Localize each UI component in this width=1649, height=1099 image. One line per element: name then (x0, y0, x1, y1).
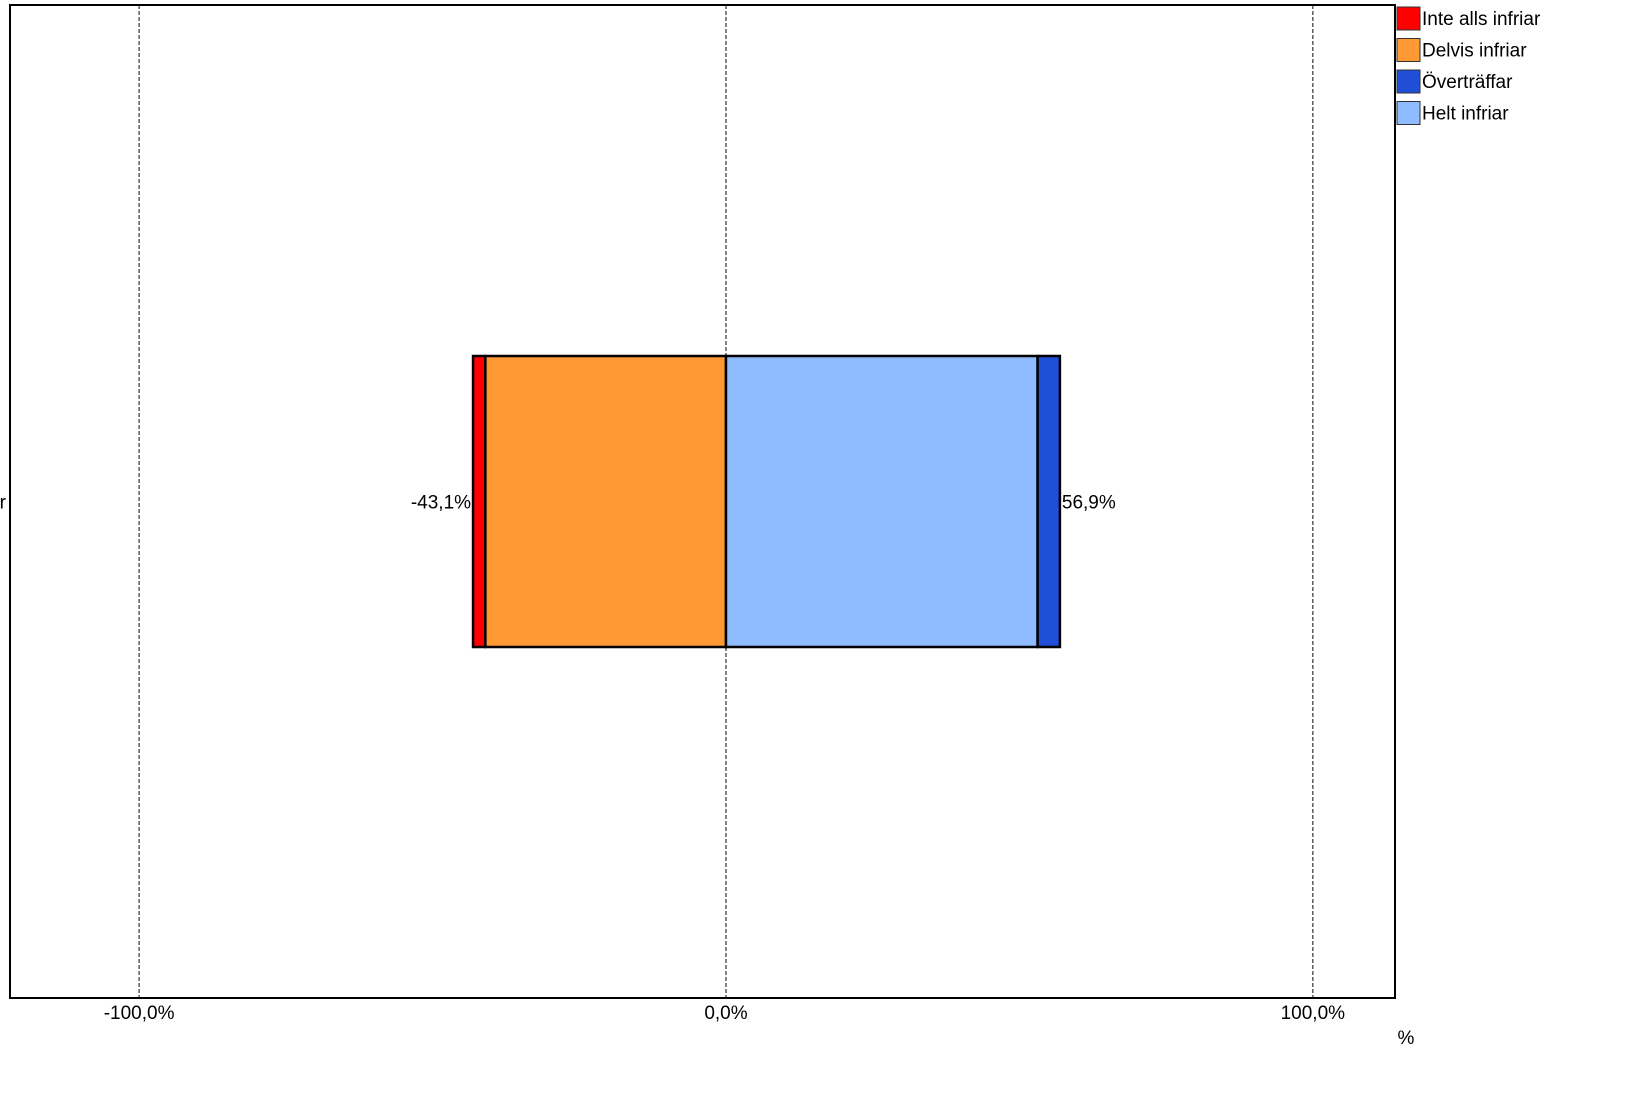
legend-label-inte-alls-infriar: Inte alls infriar (1422, 9, 1541, 30)
data-labels: -43,1% 56,9% (411, 493, 1116, 514)
legend-swatch-delvis-infriar (1396, 38, 1421, 62)
plot-frame (9, 4, 1396, 999)
x-axis-unit-label: % (1398, 1028, 1415, 1049)
bar-segment-helt-infriar (724, 354, 1039, 649)
legend-swatch-helt-infriar (1396, 101, 1421, 125)
legend-label-helt-infriar: Helt infriar (1422, 104, 1509, 125)
x-axis-ticks: -100,0% 0,0% 100,0% (104, 1003, 1345, 1024)
x-tick-label: 100,0% (1281, 1003, 1346, 1024)
bar-segment-overtraffar (1036, 354, 1062, 649)
legend-label-overtraffar: Överträffar (1422, 72, 1513, 93)
legend-swatch-overtraffar (1396, 69, 1421, 94)
bar-segment-inte-alls-infriar (471, 354, 487, 649)
bar-segment-delvis-infriar (484, 354, 728, 649)
bar-segments (471, 354, 1062, 649)
grid-lines (138, 5, 1314, 998)
x-tick-label: 0,0% (704, 1003, 747, 1024)
category-label: r (0, 493, 7, 514)
data-label-negative-total: -43,1% (411, 493, 471, 514)
legend: Inte alls infriar Delvis infriar Överträff… (1396, 6, 1541, 125)
legend-label-delvis-infriar: Delvis infriar (1422, 41, 1527, 62)
data-label-positive-total: 56,9% (1062, 493, 1116, 514)
category-labels: r (0, 493, 7, 514)
legend-swatch-inte-alls-infriar (1396, 6, 1421, 31)
x-tick-label: -100,0% (104, 1003, 175, 1024)
